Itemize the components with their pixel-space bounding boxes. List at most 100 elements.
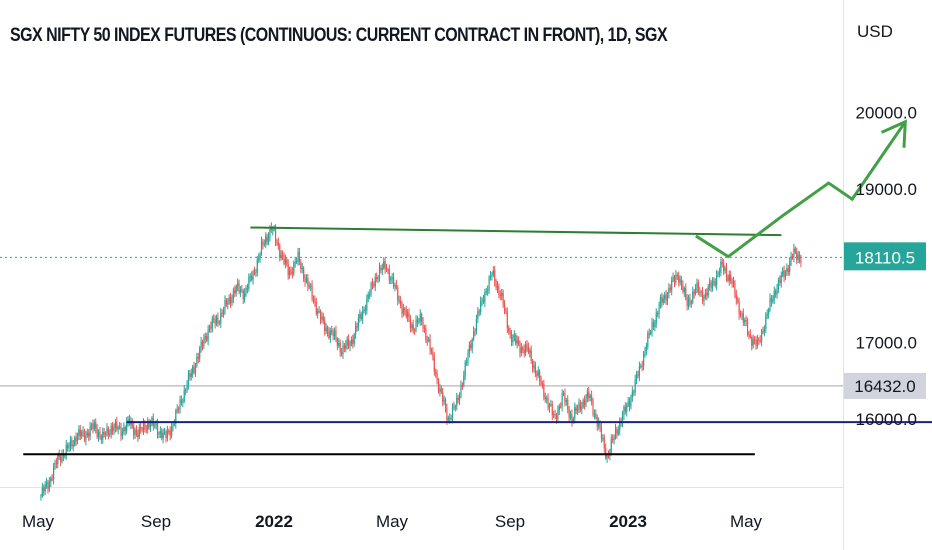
candle-body <box>345 345 347 349</box>
candle-body <box>57 454 59 465</box>
candle-body <box>170 426 173 436</box>
candle-body <box>311 285 313 298</box>
candle-body <box>572 418 574 422</box>
candle-body <box>540 380 542 384</box>
candle-body <box>701 291 704 302</box>
candle-body <box>583 400 586 405</box>
candle-body <box>81 432 83 436</box>
candle-body <box>287 264 289 276</box>
candle-body <box>67 444 69 449</box>
candle-body <box>88 432 90 437</box>
candle-body <box>350 339 353 345</box>
candle-body <box>331 330 333 333</box>
candle-body <box>505 309 507 313</box>
candle-body <box>149 424 152 428</box>
candle-body <box>718 272 721 274</box>
candle-body <box>41 487 43 496</box>
candle-body <box>522 347 524 350</box>
candle-body <box>530 350 532 361</box>
candle-body <box>133 426 135 436</box>
candle-body <box>797 254 799 260</box>
candle-body <box>414 330 416 332</box>
candle-body <box>432 351 434 357</box>
candle-body <box>784 271 787 278</box>
candle-body <box>610 438 612 452</box>
candle-body <box>506 312 508 329</box>
candle-body <box>224 300 226 311</box>
candle-body <box>249 276 251 278</box>
candle-body <box>541 383 544 385</box>
candle-body <box>421 314 423 322</box>
candle-body <box>251 276 253 280</box>
candle-body <box>499 295 501 297</box>
candle-body <box>189 373 191 377</box>
candle-body <box>593 413 596 415</box>
candle-body <box>756 339 758 346</box>
candle-body <box>399 300 402 305</box>
candle-body <box>197 357 199 359</box>
candle-body <box>734 281 736 295</box>
candle-body <box>161 431 163 439</box>
candle-body <box>259 253 261 258</box>
candle-body <box>561 393 563 407</box>
candle-body <box>193 366 195 373</box>
candle-body <box>263 243 265 245</box>
candle-body <box>739 314 742 316</box>
candle-body <box>534 365 537 374</box>
upper-resistance-line[interactable] <box>250 226 782 237</box>
candle-body <box>119 426 121 428</box>
candle-body <box>234 290 236 294</box>
projection-path[interactable] <box>695 120 907 259</box>
candle-body <box>760 331 763 342</box>
candle-body <box>335 330 337 339</box>
candle-body <box>641 365 643 367</box>
candle-body <box>237 283 239 287</box>
candle-body <box>241 289 243 291</box>
candle-body <box>162 432 164 439</box>
candle-body <box>411 324 413 328</box>
candle-body <box>510 334 513 343</box>
candle-body <box>203 338 205 346</box>
candle-body <box>142 423 145 431</box>
candle-body <box>156 423 159 435</box>
candle-body <box>378 267 381 278</box>
candle-body <box>165 432 167 438</box>
candle-body <box>258 257 260 260</box>
candle-body <box>565 399 567 402</box>
time-axis-ticks: May Sep 2022 May Sep 2023 May <box>22 512 763 531</box>
candle-body <box>433 356 435 372</box>
candle-body <box>426 340 428 342</box>
candle-body <box>392 277 395 287</box>
candle-body <box>376 277 378 280</box>
candle-body <box>342 345 344 355</box>
candle-body <box>338 342 340 346</box>
candle-body <box>435 371 437 375</box>
candle-body <box>451 406 454 419</box>
candle-body <box>141 428 143 431</box>
candle-body <box>666 293 669 302</box>
candle-body <box>449 417 451 419</box>
candle-body <box>54 462 56 467</box>
candle-body <box>650 331 652 334</box>
candle-body <box>686 297 688 306</box>
candle-body <box>502 292 504 305</box>
candle-body <box>72 444 74 447</box>
candle-body <box>269 227 271 238</box>
candle-body <box>738 301 740 315</box>
candle-body <box>200 341 202 349</box>
candle-body <box>595 413 597 418</box>
candle-body <box>194 365 197 373</box>
candle-body <box>745 320 747 322</box>
candle-body <box>228 297 230 304</box>
candle-body <box>647 333 649 348</box>
candle-body <box>144 423 146 429</box>
candle-body <box>543 383 545 397</box>
candle-body <box>267 237 270 242</box>
candle-body <box>280 254 282 258</box>
candle-body <box>423 328 426 330</box>
candle-body <box>347 338 350 347</box>
candle-body <box>668 287 670 294</box>
candle-body <box>61 453 63 462</box>
candle-body <box>377 277 379 280</box>
